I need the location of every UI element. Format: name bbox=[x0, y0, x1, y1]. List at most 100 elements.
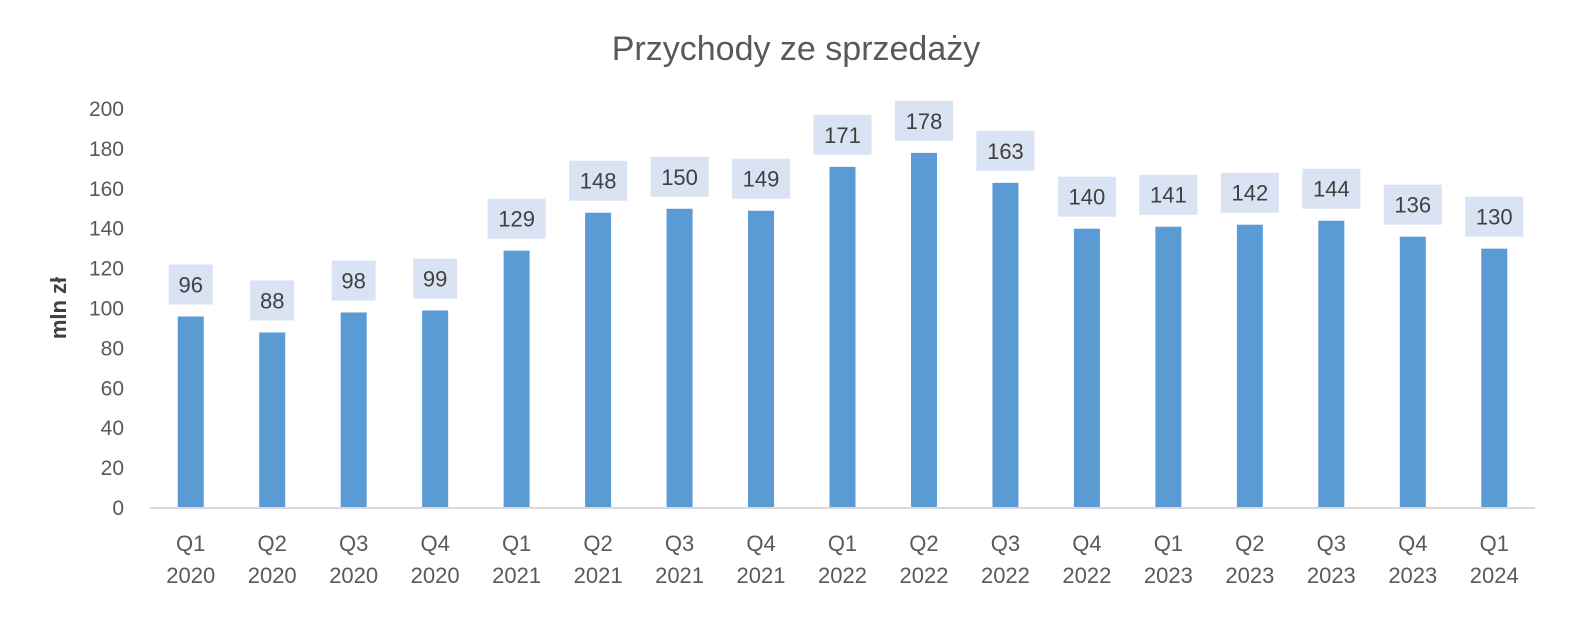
x-tick-label-year: 2020 bbox=[248, 563, 297, 588]
bar bbox=[1481, 248, 1508, 508]
data-label-box bbox=[650, 156, 709, 197]
data-label-box bbox=[331, 260, 376, 301]
x-tick-label-quarter: Q2 bbox=[258, 531, 287, 556]
x-tick-label-quarter: Q2 bbox=[909, 531, 938, 556]
data-label: 171 bbox=[824, 123, 861, 148]
data-label-box bbox=[732, 158, 791, 199]
data-label: 136 bbox=[1394, 193, 1431, 218]
x-tick-label-quarter: Q1 bbox=[1154, 531, 1183, 556]
data-label-box bbox=[413, 258, 458, 299]
bar bbox=[1155, 226, 1182, 508]
data-label-box bbox=[1465, 196, 1524, 237]
bar bbox=[1073, 228, 1100, 508]
data-label: 141 bbox=[1150, 183, 1187, 208]
y-tick-label: 160 bbox=[89, 178, 124, 201]
bar bbox=[340, 312, 367, 508]
x-tick-label-quarter: Q2 bbox=[583, 531, 612, 556]
y-tick-label: 180 bbox=[89, 138, 124, 161]
x-tick-label-year: 2021 bbox=[655, 563, 704, 588]
bar bbox=[1318, 220, 1345, 508]
x-tick-label-year: 2021 bbox=[737, 563, 786, 588]
x-tick-label-year: 2022 bbox=[1062, 563, 1111, 588]
data-label: 99 bbox=[423, 266, 447, 291]
data-label: 130 bbox=[1476, 205, 1513, 230]
data-label-box bbox=[487, 198, 546, 239]
x-tick-label-year: 2023 bbox=[1225, 563, 1274, 588]
data-label-box bbox=[1139, 174, 1198, 215]
x-tick-label-quarter: Q4 bbox=[1072, 531, 1101, 556]
x-tick-label-year: 2024 bbox=[1470, 563, 1519, 588]
x-tick-label-year: 2023 bbox=[1144, 563, 1193, 588]
x-tick-label-quarter: Q3 bbox=[991, 531, 1020, 556]
x-tick-label-quarter: Q1 bbox=[502, 531, 531, 556]
x-tick-label-quarter: Q3 bbox=[339, 531, 368, 556]
y-tick-label: 100 bbox=[89, 298, 124, 321]
bar bbox=[666, 208, 693, 508]
bar bbox=[910, 152, 937, 508]
x-tick-label-year: 2023 bbox=[1307, 563, 1356, 588]
bar bbox=[748, 210, 775, 508]
data-label-box bbox=[250, 280, 295, 321]
data-label: 96 bbox=[178, 272, 202, 297]
bar bbox=[992, 182, 1019, 508]
x-tick-label-year: 2021 bbox=[492, 563, 541, 588]
data-label: 149 bbox=[743, 167, 780, 192]
bar bbox=[503, 250, 530, 508]
data-label: 144 bbox=[1313, 177, 1350, 202]
data-label: 178 bbox=[906, 109, 943, 134]
data-label: 98 bbox=[341, 268, 365, 293]
bar bbox=[585, 212, 612, 509]
data-label: 142 bbox=[1231, 181, 1268, 206]
bar bbox=[1236, 224, 1263, 508]
data-label: 140 bbox=[1069, 185, 1106, 210]
bar bbox=[829, 166, 856, 509]
bar bbox=[259, 332, 286, 508]
bar bbox=[422, 310, 449, 508]
data-label-box bbox=[569, 160, 628, 201]
x-tick-label-year: 2023 bbox=[1388, 563, 1437, 588]
x-tick-label-year: 2022 bbox=[899, 563, 948, 588]
x-tick-label-quarter: Q4 bbox=[420, 531, 449, 556]
data-label-box bbox=[1057, 176, 1116, 217]
x-tick-label-quarter: Q4 bbox=[1398, 531, 1427, 556]
data-label: 148 bbox=[580, 169, 617, 194]
data-label-box bbox=[1220, 172, 1279, 213]
y-axis-label: mln zł bbox=[46, 277, 71, 339]
y-tick-label: 140 bbox=[89, 218, 124, 241]
data-labels-group: 96 88 98 99 129 148 150 149 171 178 163 140 141 142 14… bbox=[168, 100, 1524, 321]
bars-group bbox=[177, 152, 1508, 509]
x-tick-label-quarter: Q1 bbox=[1480, 531, 1509, 556]
y-tick-label: 80 bbox=[101, 337, 124, 360]
data-label-box bbox=[168, 264, 213, 305]
x-tick-label-quarter: Q4 bbox=[746, 531, 775, 556]
bar bbox=[177, 316, 204, 508]
y-tick-label: 60 bbox=[101, 377, 124, 400]
x-tick-label-quarter: Q1 bbox=[828, 531, 857, 556]
x-tick-label-quarter: Q3 bbox=[665, 531, 694, 556]
y-tick-label: 120 bbox=[89, 258, 124, 281]
x-tick-label-year: 2020 bbox=[411, 563, 460, 588]
x-tick-label-year: 2022 bbox=[981, 563, 1030, 588]
data-label-box bbox=[1383, 184, 1442, 225]
x-axis: Q1 2020 Q2 2020 Q3 2020 Q4 2020 Q1 2021 Q2 2021 Q3 20… bbox=[150, 507, 1535, 588]
data-label: 129 bbox=[498, 207, 535, 232]
x-tick-label-year: 2021 bbox=[574, 563, 623, 588]
chart-title: Przychody ze sprzedaży bbox=[612, 30, 981, 68]
x-tick-label-quarter: Q3 bbox=[1317, 531, 1346, 556]
data-label-box bbox=[813, 114, 872, 155]
data-label-box bbox=[1302, 168, 1361, 209]
x-tick-label-quarter: Q1 bbox=[176, 531, 205, 556]
y-tick-label: 20 bbox=[101, 457, 124, 480]
x-tick-label-year: 2022 bbox=[818, 563, 867, 588]
y-tick-label: 200 bbox=[89, 98, 124, 121]
bar bbox=[1399, 236, 1426, 508]
x-tick-label-year: 2020 bbox=[329, 563, 378, 588]
data-label: 150 bbox=[661, 165, 698, 190]
data-label: 163 bbox=[987, 139, 1024, 164]
y-axis: 0 20 40 60 80 100 120 140 160 180 200 bbox=[89, 98, 124, 520]
data-label: 88 bbox=[260, 288, 284, 313]
data-label-box bbox=[894, 100, 953, 141]
x-tick-label-quarter: Q2 bbox=[1235, 531, 1264, 556]
